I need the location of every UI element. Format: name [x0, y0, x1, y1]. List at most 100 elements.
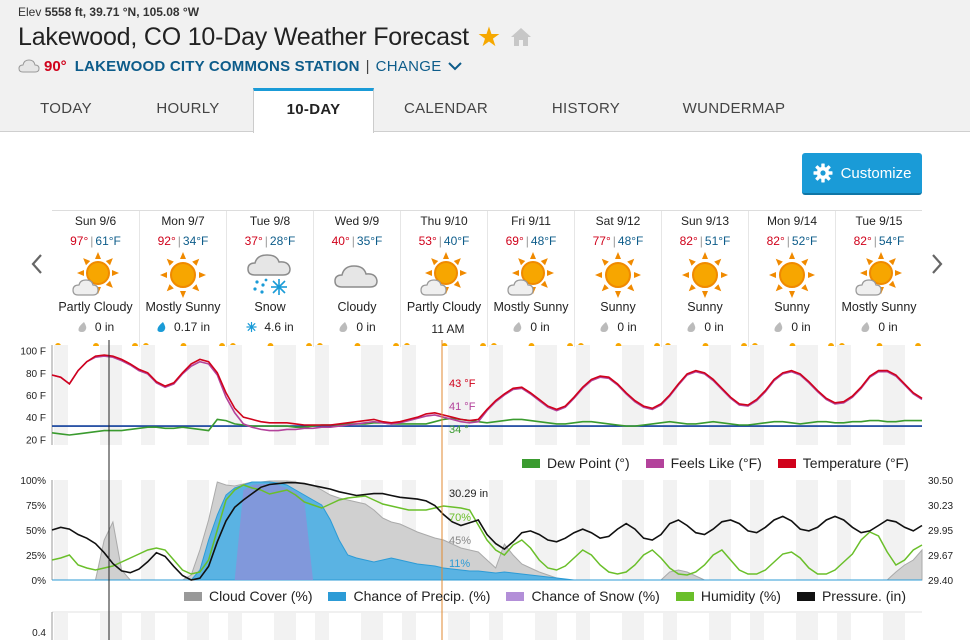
day-column[interactable]: Sat 9/12 77° | 48°F Sunny 0 in	[574, 211, 661, 347]
low-temp: 52°F	[791, 234, 818, 248]
legend-item[interactable]: Humidity (%)	[675, 588, 781, 604]
legend-swatch	[796, 591, 815, 601]
drop-icon	[512, 321, 530, 333]
low-temp: 48°F	[617, 234, 644, 248]
drop-icon	[773, 321, 791, 333]
chevron-left-icon[interactable]	[30, 252, 44, 276]
night-band	[361, 345, 383, 445]
precip-axis-tick: 25%	[26, 551, 46, 562]
legend-item[interactable]: Temperature (°F)	[777, 455, 909, 471]
legend-item[interactable]: Chance of Snow (%)	[506, 588, 660, 604]
legend-item[interactable]: Feels Like (°F)	[645, 455, 762, 471]
chevron-right-icon[interactable]	[930, 252, 944, 276]
night-band	[750, 345, 764, 445]
temp-separator: |	[525, 234, 529, 248]
night-band	[883, 480, 905, 580]
day-precip: 0.17 in	[140, 319, 226, 334]
snow-icon	[227, 251, 313, 299]
day-condition: Partly Cloudy	[58, 300, 133, 314]
night-band	[187, 345, 209, 445]
day-column[interactable]: Sun 9/6 97° | 61°F Partly Cloudy 0 in	[52, 211, 139, 347]
day-column[interactable]: Tue 9/8 37° | 28°F Snow 4.6 in	[226, 211, 313, 347]
day-condition: Sunny	[600, 300, 636, 314]
pressure-axis-tick: 29.40	[928, 576, 953, 587]
customize-button[interactable]: Customize	[802, 153, 922, 195]
night-band	[228, 613, 242, 640]
night-band	[315, 613, 329, 640]
precip-axis-tick: 75%	[26, 501, 46, 512]
day-column[interactable]: Fri 9/11 69° | 48°F Mostly Sunny 0 in	[487, 211, 574, 347]
station-name[interactable]: LAKEWOOD CITY COMMONS STATION	[74, 57, 360, 75]
legend-item[interactable]: Pressure. (in)	[796, 588, 906, 604]
legend-item[interactable]: Chance of Precip. (%)	[328, 588, 490, 604]
legend-item[interactable]: Dew Point (°)	[522, 455, 630, 471]
hover-precip-label: 11%	[449, 558, 470, 570]
day-precip: 0 in	[488, 319, 574, 334]
high-temp: 40°	[331, 234, 350, 248]
high-temp: 82°	[853, 234, 872, 248]
partly-cloudy-icon	[836, 251, 922, 299]
change-station-link[interactable]: CHANGE	[375, 57, 442, 75]
day-precip: 0 in	[52, 319, 139, 334]
temp-separator: |	[786, 234, 790, 248]
elevation-info: Elev 5558 ft, 39.71 °N, 105.08 °W	[18, 5, 199, 19]
day-column[interactable]: Sun 9/13 82° | 51°F Sunny 0 in	[661, 211, 748, 347]
legend-item[interactable]: Cloud Cover (%)	[184, 588, 312, 604]
legend-label: Pressure. (in)	[821, 588, 906, 604]
day-temps: 69° | 48°F	[488, 234, 574, 249]
hover-time-label: 11 AM	[426, 320, 470, 338]
series-line	[51, 417, 922, 436]
night-band	[796, 613, 818, 640]
sunny-icon	[662, 251, 748, 299]
favorite-star-icon[interactable]: ★	[476, 21, 502, 52]
series-line	[51, 355, 923, 432]
day-column[interactable]: Mon 9/14 82° | 52°F Sunny 0 in	[748, 211, 835, 347]
day-column[interactable]: Wed 9/9 40° | 35°F Cloudy 0 in	[313, 211, 400, 347]
night-band	[315, 345, 329, 445]
day-precip: 0 in	[314, 319, 400, 334]
low-temp: 28°F	[269, 234, 296, 248]
precip-amount: 0.17 in	[173, 319, 211, 334]
day-condition: Cloudy	[337, 300, 377, 314]
night-band	[187, 613, 209, 640]
sunny-icon	[140, 251, 226, 299]
day-date: Thu 9/10	[420, 214, 468, 228]
pressure-axis-tick: 30.50	[928, 476, 953, 487]
day-condition: Mostly Sunny	[841, 300, 917, 314]
night-band	[402, 613, 416, 640]
tab-today[interactable]: TODAY	[40, 100, 92, 117]
sunny-icon	[749, 251, 835, 299]
day-temps: 37° | 28°F	[227, 234, 313, 249]
home-icon[interactable]	[509, 26, 533, 48]
day-column[interactable]: Tue 9/15 82° | 54°F Mostly Sunny 0 in	[835, 211, 922, 347]
day-column[interactable]: Thu 9/10 53° | 40°F Partly Cloudy	[400, 211, 487, 347]
temperature-legend: Dew Point (°) Feels Like (°F) Temperature …	[506, 455, 909, 471]
low-temp: 61°F	[95, 234, 121, 248]
current-temperature: 90°	[44, 57, 67, 75]
day-precip: 0 in	[575, 319, 661, 334]
tab-hourly[interactable]: HOURLY	[156, 100, 220, 117]
night-band	[274, 345, 296, 445]
day-temps: 92° | 34°F	[140, 234, 226, 249]
day-temps: 77° | 48°F	[575, 234, 661, 249]
hover-dew-label: 34 °	[449, 424, 469, 436]
precip-legend: Cloud Cover (%) Chance of Precip. (%) Chan…	[168, 588, 906, 604]
legend-label: Chance of Snow (%)	[531, 588, 660, 604]
forecast-charts-svg[interactable]: 100 F 80 F 60 F 40 F 20 F 43 °F 41 °F 34 ° 100% 3…	[0, 340, 970, 640]
partly-cloudy-icon	[488, 251, 574, 299]
day-condition: Mostly Sunny	[493, 300, 569, 314]
tab-10-day[interactable]: 10-DAY	[253, 88, 374, 133]
temp-separator: |	[177, 234, 181, 248]
tab-wundermap[interactable]: WUNDERMAP	[682, 100, 786, 117]
chevron-down-icon[interactable]	[447, 61, 462, 71]
day-precip: 0 in	[749, 319, 835, 334]
legend-swatch	[645, 458, 664, 468]
tab-calendar[interactable]: CALENDAR	[403, 100, 489, 117]
page-header: Elev 5558 ft, 39.71 °N, 105.08 °W Lakewo…	[0, 0, 970, 88]
day-column[interactable]: Mon 9/7 92° | 34°F Mostly Sunny 0.17 in	[139, 211, 226, 347]
legend-label: Cloud Cover (%)	[209, 588, 313, 604]
temp-axis-tick: 40 F	[26, 413, 46, 424]
night-band	[141, 613, 155, 640]
tab-history[interactable]: HISTORY	[551, 100, 621, 117]
day-temps: 40° | 35°F	[314, 234, 400, 249]
